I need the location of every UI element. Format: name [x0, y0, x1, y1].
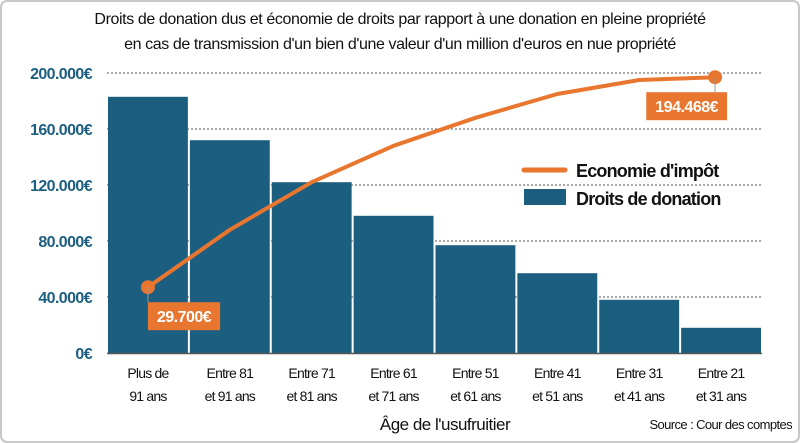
y-tick-label: 200.000€: [30, 66, 93, 83]
x-tick-label-line2: et 51 ans: [532, 388, 583, 404]
y-tick-label: 40.000€: [38, 290, 92, 307]
bar-droits-de-donation: [517, 273, 598, 353]
y-tick-label: 160.000€: [30, 122, 93, 139]
y-tick-label: 120.000€: [30, 178, 93, 195]
chart-title-line-2: en cas de transmission d'un bien d'une v…: [124, 36, 676, 53]
x-tick-label-line1: Plus de: [127, 365, 169, 381]
source-note: Source : Cour des comptes: [649, 417, 793, 432]
x-tick-label-line2: et 91 ans: [205, 388, 256, 404]
legend: Economie d'impôt Droits de donation: [521, 161, 721, 209]
x-tick-label-line1: Entre 71: [288, 365, 336, 381]
legend-swatch-bar: [524, 189, 566, 205]
x-axis-label: Âge de l'usufruitier: [380, 415, 511, 434]
y-tick-label: 80.000€: [38, 234, 92, 251]
x-tick-label-line1: Entre 41: [534, 365, 582, 381]
data-label-box: [646, 92, 728, 121]
x-tick-label-line1: Entre 21: [698, 365, 746, 381]
x-tick-label-line2: et 71 ans: [368, 388, 419, 404]
x-tick-label-line2: et 61 ans: [450, 388, 501, 404]
data-label: 194.468€: [655, 99, 718, 116]
bar-droits-de-donation: [599, 299, 680, 353]
legend-label-economie: Economie d'impôt: [576, 161, 719, 181]
bar-droits-de-donation: [435, 245, 516, 353]
y-tick-label: 0€: [75, 346, 92, 363]
data-label: 29.700€: [157, 309, 212, 326]
line-economie-impot: [146, 75, 716, 289]
legend-label-droits: Droits de donation: [576, 189, 721, 209]
bar-droits-de-donation: [353, 215, 434, 353]
x-tick-label-line2: et 31 ans: [696, 388, 747, 404]
data-label-box: [147, 302, 221, 331]
x-tick-label-line2: et 41 ans: [614, 388, 665, 404]
x-tick-label-line1: Entre 61: [370, 365, 418, 381]
x-tick-label-line1: Entre 51: [452, 365, 500, 381]
x-tick-label-line1: Entre 31: [616, 365, 664, 381]
x-tick-label-line2: 91 ans: [129, 388, 167, 404]
x-tick-label-line1: Entre 81: [207, 365, 255, 381]
x-tick-label-line2: et 81 ans: [286, 388, 337, 404]
bar-droits-de-donation: [681, 327, 761, 353]
bar-droits-de-donation: [271, 182, 352, 353]
chart-title-line-1: Droits de donation dus et économie de dr…: [94, 11, 706, 28]
